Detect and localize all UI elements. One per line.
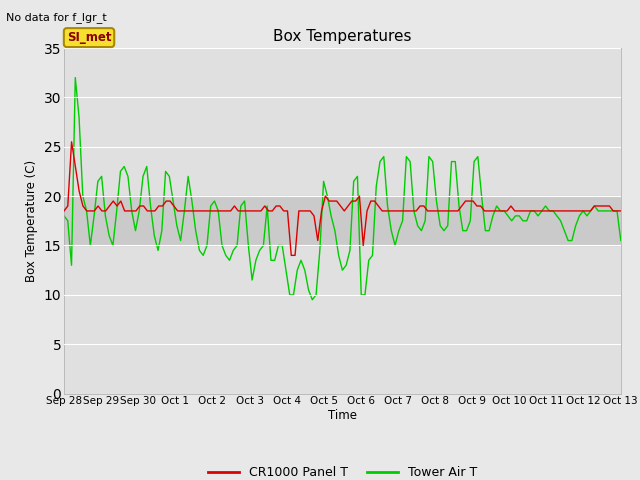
X-axis label: Time: Time	[328, 409, 357, 422]
Bar	[64, 196, 621, 245]
Y-axis label: Box Temperature (C): Box Temperature (C)	[25, 160, 38, 282]
Legend: CR1000 Panel T, Tower Air T: CR1000 Panel T, Tower Air T	[203, 461, 482, 480]
Title: Box Temperatures: Box Temperatures	[273, 29, 412, 44]
Text: SI_met: SI_met	[67, 31, 111, 44]
Text: No data for f_lgr_t: No data for f_lgr_t	[6, 12, 107, 23]
